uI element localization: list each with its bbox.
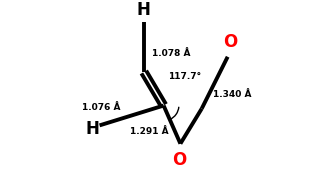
Text: 1.078 Å: 1.078 Å (152, 49, 191, 58)
Text: O: O (173, 151, 187, 169)
Text: H: H (137, 1, 151, 19)
Text: H: H (85, 120, 99, 138)
Text: 1.076 Å: 1.076 Å (82, 103, 120, 112)
Text: 117.7°: 117.7° (168, 72, 201, 81)
Text: O: O (223, 33, 237, 51)
Text: 1.291 Å: 1.291 Å (130, 127, 168, 136)
Text: 1.340 Å: 1.340 Å (213, 90, 252, 99)
